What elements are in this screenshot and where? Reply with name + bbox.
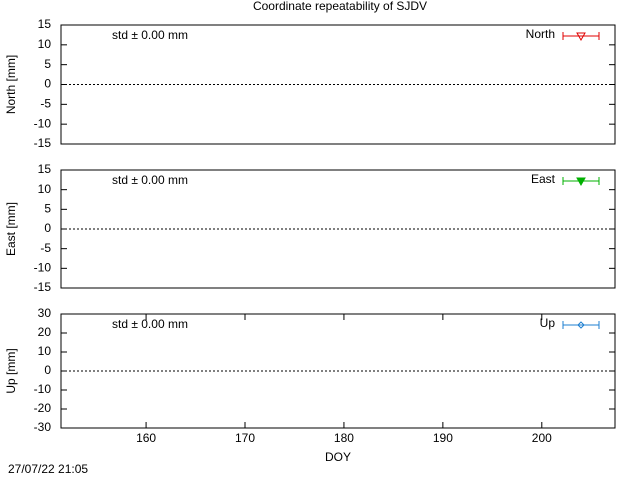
y-tick-label: 30	[38, 306, 52, 320]
legend-marker	[576, 32, 586, 42]
legend-marker	[576, 177, 586, 187]
y-tick-label: -10	[34, 261, 52, 275]
y-axis-label: East [mm]	[4, 202, 18, 256]
y-tick-label: 10	[38, 182, 52, 196]
x-tick-label: 160	[136, 431, 156, 445]
y-tick-label: -20	[34, 401, 52, 415]
y-tick-label: 5	[44, 202, 51, 216]
y-tick-label: 5	[44, 57, 51, 71]
y-tick-label: -5	[40, 97, 51, 111]
y-tick-label: 15	[38, 162, 52, 176]
y-tick-label: 20	[38, 325, 52, 339]
std-annotation: std ± 0.00 mm	[112, 173, 188, 187]
y-tick-label: 10	[38, 344, 52, 358]
y-axis-label: Up [mm]	[4, 348, 18, 393]
y-tick-label: 0	[44, 363, 51, 377]
legend-label: Up	[540, 316, 556, 330]
x-axis-label: DOY	[325, 450, 351, 464]
x-tick-label: 170	[235, 431, 255, 445]
x-tick-label: 190	[433, 431, 453, 445]
y-tick-label: 0	[44, 221, 51, 235]
timestamp: 27/07/22 21:05	[8, 462, 88, 476]
std-annotation: std ± 0.00 mm	[112, 28, 188, 42]
y-tick-label: 10	[38, 37, 52, 51]
y-tick-label: -5	[40, 241, 51, 255]
legend-marker	[577, 321, 585, 329]
y-tick-label: 15	[38, 17, 52, 31]
y-axis-label: North [mm]	[4, 55, 18, 114]
y-tick-label: -15	[34, 136, 52, 150]
chart-title: Coordinate repeatability of SJDV	[253, 0, 427, 13]
y-tick-label: -30	[34, 420, 52, 434]
y-tick-label: -15	[34, 280, 52, 294]
x-tick-label: 200	[532, 431, 552, 445]
legend-label: North	[526, 27, 555, 41]
y-tick-label: -10	[34, 382, 52, 396]
legend-label: East	[531, 172, 556, 186]
y-tick-label: -10	[34, 116, 52, 130]
x-tick-label: 180	[334, 431, 354, 445]
y-tick-label: 0	[44, 77, 51, 91]
std-annotation: std ± 0.00 mm	[112, 317, 188, 331]
